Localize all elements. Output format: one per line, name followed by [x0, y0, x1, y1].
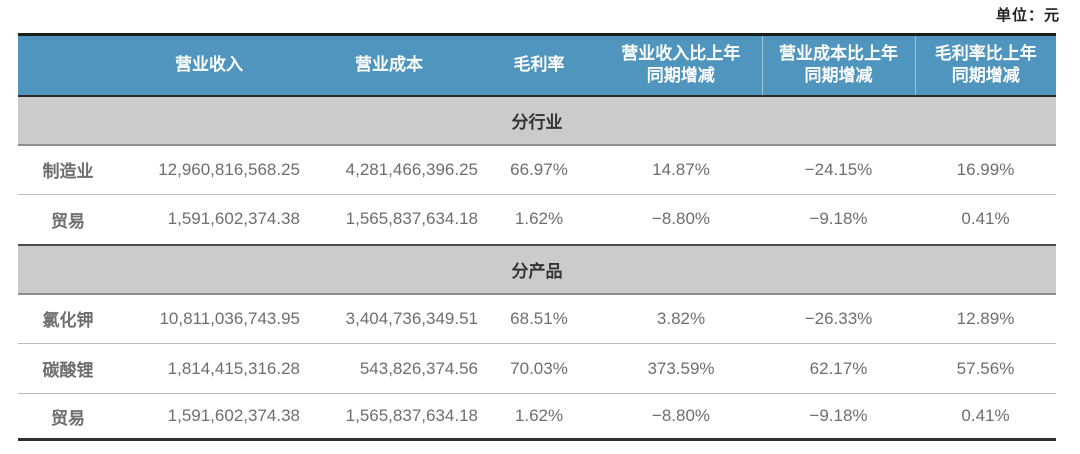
section-label: 分产品: [18, 244, 1056, 295]
row-trade-product: 贸易 1,591,602,374.38 1,565,837,634.18 1.6…: [18, 393, 1056, 440]
cost-cell: 543,826,374.56: [300, 343, 478, 394]
segment-results-table: 营业收入 营业成本 毛利率 营业收入比上年 同期增减 营业成本比上年 同期增减 …: [18, 33, 1056, 441]
col-header-cost-yoy: 营业成本比上年 同期增减: [761, 34, 915, 97]
section-row-by-product: 分产品: [18, 244, 1056, 295]
gross-margin-cell: 1.62%: [478, 393, 600, 440]
revenue-cell: 12,960,816,568.25: [118, 144, 300, 195]
revenue-cell: 1,814,415,316.28: [118, 343, 300, 394]
table-body: 分行业 制造业 12,960,816,568.25 4,281,466,396.…: [18, 95, 1056, 440]
cost-cell: 1,565,837,634.18: [300, 393, 478, 440]
cost-yoy-cell: −24.15%: [762, 144, 915, 195]
gross-margin-yoy-cell: 0.41%: [915, 393, 1056, 440]
cost-cell: 3,404,736,349.51: [300, 293, 478, 344]
col-header-cost: 营业成本: [300, 34, 478, 97]
col-header-category: [18, 34, 118, 97]
cost-yoy-cell: 62.17%: [762, 343, 915, 394]
col-header-revenue: 营业收入: [118, 34, 300, 97]
row-trade-industry: 贸易 1,591,602,374.38 1,565,837,634.18 1.6…: [18, 194, 1056, 246]
section-row-by-industry: 分行业: [18, 95, 1056, 146]
category-cell: 碳酸锂: [18, 343, 118, 394]
row-potassium-chloride: 氯化钾 10,811,036,743.95 3,404,736,349.51 6…: [18, 293, 1056, 344]
revenue-yoy-cell: −8.80%: [600, 393, 762, 440]
category-cell: 贸易: [18, 194, 118, 246]
revenue-yoy-cell: 14.87%: [600, 144, 762, 195]
revenue-yoy-cell: 373.59%: [600, 343, 762, 394]
gross-margin-cell: 70.03%: [478, 343, 600, 394]
gross-margin-cell: 68.51%: [478, 293, 600, 344]
section-label: 分行业: [18, 95, 1056, 146]
revenue-yoy-cell: 3.82%: [600, 293, 762, 344]
cost-cell: 4,281,466,396.25: [300, 144, 478, 195]
gross-margin-yoy-cell: 0.41%: [915, 194, 1056, 246]
revenue-cell: 1,591,602,374.38: [118, 194, 300, 246]
revenue-cell: 1,591,602,374.38: [118, 393, 300, 440]
cost-cell: 1,565,837,634.18: [300, 194, 478, 246]
unit-label: 单位：元: [995, 7, 1060, 24]
col-header-gross-margin: 毛利率: [478, 34, 600, 97]
gross-margin-cell: 1.62%: [478, 194, 600, 246]
cost-yoy-cell: −26.33%: [762, 293, 915, 344]
revenue-cell: 10,811,036,743.95: [118, 293, 300, 344]
cost-yoy-cell: −9.18%: [762, 194, 915, 246]
header-row: 营业收入 营业成本 毛利率 营业收入比上年 同期增减 营业成本比上年 同期增减 …: [18, 34, 1056, 97]
category-cell: 贸易: [18, 393, 118, 440]
row-lithium-carbonate: 碳酸锂 1,814,415,316.28 543,826,374.56 70.0…: [18, 343, 1056, 394]
row-manufacturing: 制造业 12,960,816,568.25 4,281,466,396.25 6…: [18, 144, 1056, 195]
gross-margin-yoy-cell: 57.56%: [915, 343, 1056, 394]
gross-margin-yoy-cell: 12.89%: [915, 293, 1056, 344]
table-header: 营业收入 营业成本 毛利率 营业收入比上年 同期增减 营业成本比上年 同期增减 …: [18, 34, 1056, 97]
cost-yoy-cell: −9.18%: [762, 393, 915, 440]
gross-margin-yoy-cell: 16.99%: [915, 144, 1056, 195]
col-header-revenue-yoy: 营业收入比上年 同期增减: [600, 34, 762, 97]
category-cell: 制造业: [18, 144, 118, 195]
category-cell: 氯化钾: [18, 293, 118, 344]
col-header-gross-margin-yoy: 毛利率比上年 同期增减: [914, 34, 1056, 97]
gross-margin-cell: 66.97%: [478, 144, 600, 195]
revenue-yoy-cell: −8.80%: [600, 194, 762, 246]
